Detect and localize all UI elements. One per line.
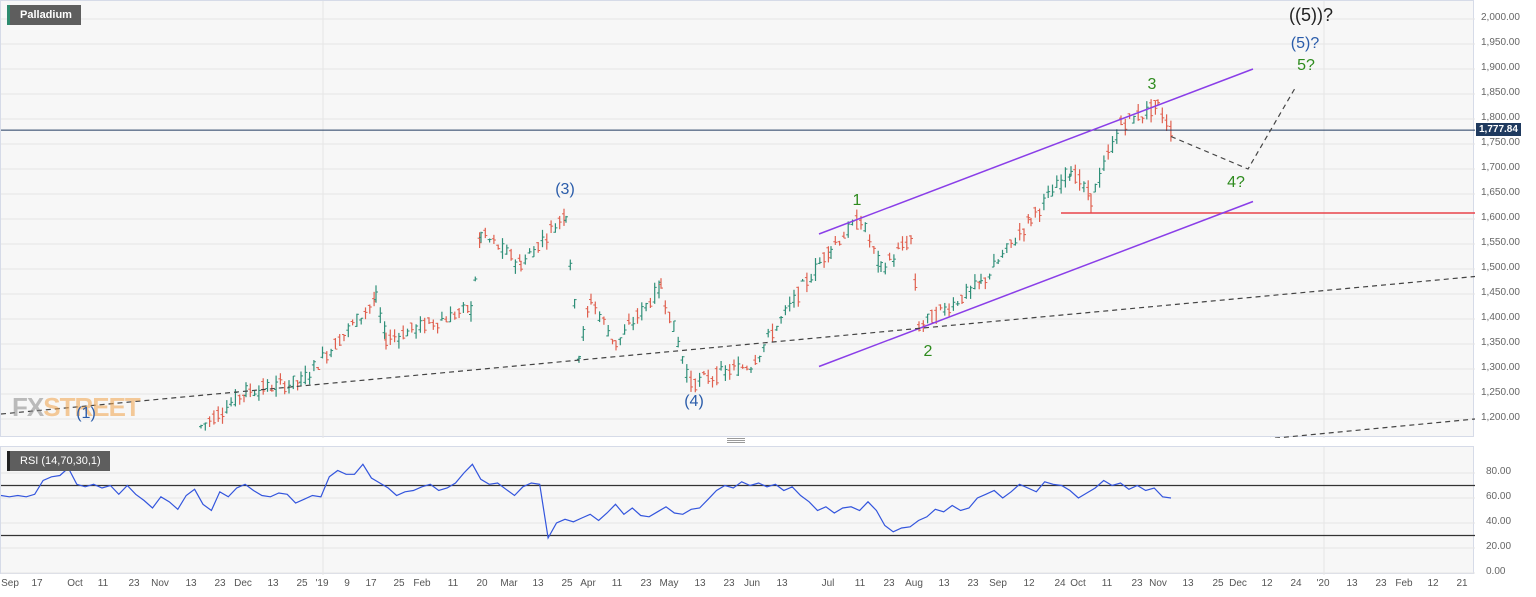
time-tick: Nov [1149, 578, 1167, 589]
price-tick: 1,800.00 [1481, 112, 1520, 123]
time-tick: Oct [67, 578, 83, 589]
price-tick: 1,450.00 [1481, 287, 1520, 298]
time-tick: 9 [344, 578, 350, 589]
time-tick: 13 [185, 578, 197, 589]
price-tick: 1,350.00 [1481, 337, 1520, 348]
time-tick: Nov [151, 578, 169, 589]
rsi-tick: 60.00 [1486, 491, 1512, 502]
price-tick: 1,250.00 [1481, 387, 1520, 398]
price-tick: 1,300.00 [1481, 362, 1520, 373]
fxstreet-watermark: FXSTREET [12, 392, 141, 423]
time-tick: Sep [1, 578, 19, 589]
price-chart-pane[interactable] [0, 0, 1475, 438]
time-tick: Aug [905, 578, 923, 589]
time-tick: 25 [296, 578, 308, 589]
time-tick: 25 [561, 578, 573, 589]
time-tick: Mar [500, 578, 518, 589]
time-tick: 12 [1261, 578, 1273, 589]
wave-label-minor-5: 5? [1297, 57, 1315, 74]
time-tick: 23 [128, 578, 140, 589]
price-tick: 1,600.00 [1481, 212, 1520, 223]
price-tick: 1,400.00 [1481, 312, 1520, 323]
rsi-indicator-label[interactable]: RSI (14,70,30,1) [7, 451, 110, 471]
price-tick: 1,850.00 [1481, 87, 1520, 98]
time-tick: Apr [580, 578, 596, 589]
time-tick: 12 [1023, 578, 1035, 589]
time-tick: 13 [938, 578, 950, 589]
watermark-fx: FX [12, 392, 44, 422]
time-tick: Jun [743, 578, 761, 589]
time-tick: 23 [883, 578, 895, 589]
time-tick: '19 [315, 578, 329, 589]
time-tick: 24 [1054, 578, 1066, 589]
time-tick: 17 [31, 578, 43, 589]
instrument-label[interactable]: Palladium [7, 5, 81, 25]
time-tick: 11 [611, 578, 623, 589]
time-tick: 17 [365, 578, 377, 589]
time-tick: 13 [1182, 578, 1194, 589]
time-tick: Dec [234, 578, 252, 589]
rsi-tick: 80.00 [1486, 466, 1512, 477]
time-tick: Sep [989, 578, 1007, 589]
time-tick: 23 [967, 578, 979, 589]
pane-resize-handle[interactable] [727, 438, 745, 444]
time-tick: 23 [723, 578, 735, 589]
time-tick: 23 [640, 578, 652, 589]
time-tick: Feb [413, 578, 431, 589]
time-tick: 25 [393, 578, 405, 589]
time-tick: '20 [1316, 578, 1330, 589]
wave-label-minor-1: 1 [852, 192, 862, 209]
time-tick: 12 [1427, 578, 1439, 589]
price-chart-canvas[interactable] [1, 1, 1475, 438]
wave-label-3-intermediate: (3) [555, 181, 575, 198]
time-tick: 20 [476, 578, 488, 589]
time-tick: Feb [1395, 578, 1413, 589]
time-tick: 11 [97, 578, 109, 589]
price-tick: 1,200.00 [1481, 412, 1520, 423]
time-tick: Dec [1229, 578, 1247, 589]
time-tick: 11 [854, 578, 866, 589]
time-tick: May [659, 578, 679, 589]
rsi-indicator-pane[interactable] [0, 446, 1475, 575]
watermark-street: STREET [43, 392, 141, 422]
time-tick: 13 [694, 578, 706, 589]
price-tick: 1,500.00 [1481, 262, 1520, 273]
time-tick: 11 [1101, 578, 1113, 589]
time-tick: 23 [1131, 578, 1143, 589]
time-tick: 13 [267, 578, 279, 589]
wave-label-minor-4: 4? [1227, 174, 1245, 191]
rsi-tick: 40.00 [1486, 516, 1512, 527]
time-tick: 13 [1346, 578, 1358, 589]
wave-label-4-intermediate: (4) [684, 393, 704, 410]
time-tick: 23 [1375, 578, 1387, 589]
time-tick: 21 [1456, 578, 1468, 589]
time-tick: 13 [532, 578, 544, 589]
wave-label-1-intermediate: (1) [76, 405, 96, 422]
price-tick: 1,950.00 [1481, 37, 1520, 48]
price-tick: 1,900.00 [1481, 62, 1520, 73]
time-tick: 11 [447, 578, 459, 589]
wave-label-5-intermediate: (5)? [1290, 35, 1320, 52]
price-tick: 1,750.00 [1481, 137, 1520, 148]
time-tick: Jul [821, 578, 835, 589]
price-tick: 1,650.00 [1481, 187, 1520, 198]
rsi-tick: 20.00 [1486, 541, 1512, 552]
wave-label-minor-2: 2 [923, 343, 933, 360]
price-tick: 2,000.00 [1481, 12, 1520, 23]
wave-label-minor-3: 3 [1147, 76, 1157, 93]
time-tick: 24 [1290, 578, 1302, 589]
rsi-tick: 0.00 [1486, 566, 1506, 577]
time-tick: 25 [1212, 578, 1224, 589]
wave-label-5-primary: ((5))? [1289, 5, 1333, 25]
time-tick: Oct [1070, 578, 1086, 589]
price-tick: 1,700.00 [1481, 162, 1520, 173]
time-tick: 23 [214, 578, 226, 589]
time-tick: 13 [776, 578, 788, 589]
last-price-marker: 1,777.84 [1476, 123, 1521, 136]
rsi-chart-canvas[interactable] [1, 447, 1475, 575]
price-tick: 1,550.00 [1481, 237, 1520, 248]
